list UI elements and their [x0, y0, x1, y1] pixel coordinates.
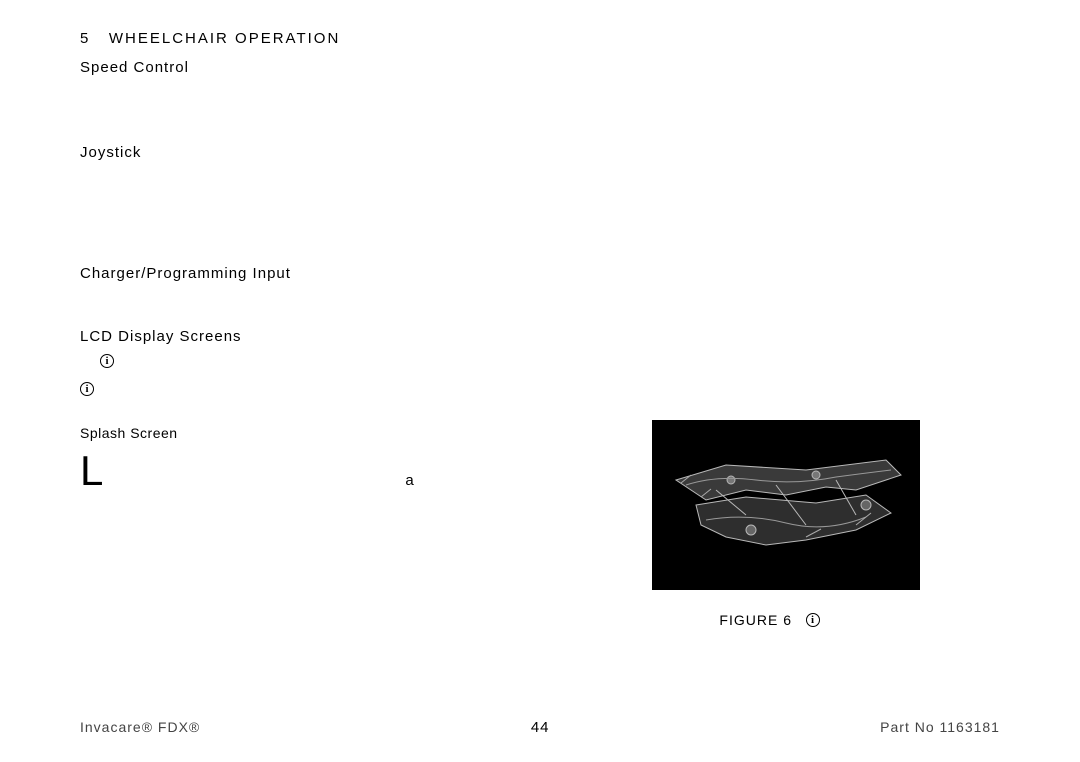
a-character: a	[405, 472, 413, 489]
section-joystick: Joystick	[80, 144, 1000, 161]
big-letter: L	[80, 447, 105, 495]
info-icon: i	[100, 354, 114, 368]
page-footer: Invacare® FDX® 44 Part No 1163181	[80, 719, 1000, 736]
chapter-title: WHEELCHAIR OPERATION	[109, 30, 340, 47]
figure-label: FIGURE 6	[719, 612, 792, 628]
figure-caption: FIGURE 6 i	[719, 612, 820, 628]
document-page: 5 WHEELCHAIR OPERATION Speed Control Joy…	[0, 0, 1080, 762]
chapter-number: 5	[80, 30, 90, 47]
info-icon-row-inner: i	[100, 351, 1000, 369]
mechanical-illustration-icon	[656, 445, 916, 565]
info-icon-row-outer: i	[80, 379, 1000, 397]
chapter-heading: 5 WHEELCHAIR OPERATION	[80, 30, 1000, 47]
footer-brand: Invacare® FDX®	[80, 719, 200, 735]
section-lcd: LCD Display Screens	[80, 328, 1000, 345]
figure-image	[652, 420, 920, 590]
footer-part-number: Part No 1163181	[880, 719, 1000, 735]
info-icon: i	[80, 382, 94, 396]
section-speed-control: Speed Control	[80, 59, 1000, 76]
footer-page-number: 44	[531, 719, 550, 736]
info-icon: i	[806, 613, 820, 627]
section-charger: Charger/Programming Input	[80, 265, 1000, 282]
